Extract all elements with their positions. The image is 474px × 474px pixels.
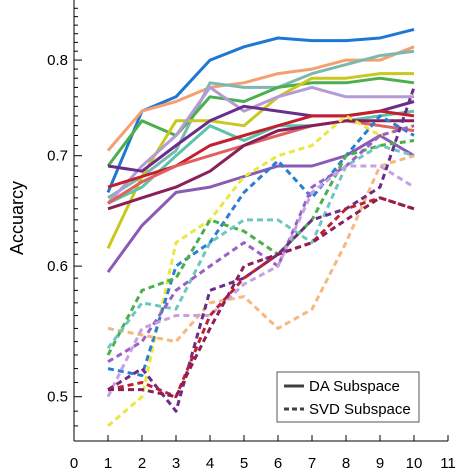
series-line-20 <box>107 86 416 413</box>
x-tick-label-7: 7 <box>308 455 316 472</box>
y-tick-label-1: 0.6 <box>47 258 68 275</box>
legend-label-da: DA Subspace <box>309 378 400 395</box>
series-line-17 <box>106 144 415 350</box>
series-line-22 <box>108 196 415 399</box>
x-tick-label-4: 4 <box>206 455 214 472</box>
series-line-15 <box>107 154 415 344</box>
y-tick-label-2: 0.7 <box>47 148 68 165</box>
x-tick-label-0: 0 <box>70 455 78 472</box>
x-tick-label-10: 10 <box>406 455 423 472</box>
legend: DA Subspace SVD Subspace <box>276 371 420 423</box>
x-tick-label-1: 1 <box>104 455 112 472</box>
x-tick-label-2: 2 <box>138 455 146 472</box>
series-layer <box>106 27 416 428</box>
series-line-21 <box>107 196 415 399</box>
series-line-18 <box>107 124 415 363</box>
series-line-6 <box>106 85 414 205</box>
series-line-3 <box>107 49 415 200</box>
y-tick-label-3: 0.8 <box>47 52 68 69</box>
legend-label-svd: SVD Subspace <box>309 401 411 418</box>
series-line-4 <box>106 76 415 167</box>
series-line-2 <box>106 45 415 152</box>
axis-layer: 0 1 2 3 4 5 6 7 8 9 10 11 0.5 0.6 0.7 0.8 Accuarcy <box>7 0 456 472</box>
series-line-1 <box>106 27 415 193</box>
x-tick-label-3: 3 <box>172 455 180 472</box>
x-tick-label-8: 8 <box>342 455 350 472</box>
x-tick-label-9: 9 <box>376 455 384 472</box>
series-line-5 <box>106 72 414 250</box>
y-tick-label-0: 0.5 <box>47 389 68 406</box>
y-axis-title: Accuarcy <box>7 181 27 255</box>
x-tick-label-5: 5 <box>240 455 248 472</box>
series-line-19 <box>106 164 415 398</box>
x-tick-label-6: 6 <box>274 455 282 472</box>
series-line-9 <box>107 109 415 189</box>
series-line-11 <box>107 119 414 211</box>
series-line-12 <box>106 134 415 273</box>
series-line-10 <box>107 119 415 205</box>
legend-box <box>276 371 420 423</box>
x-tick-label-11: 11 <box>440 455 456 472</box>
